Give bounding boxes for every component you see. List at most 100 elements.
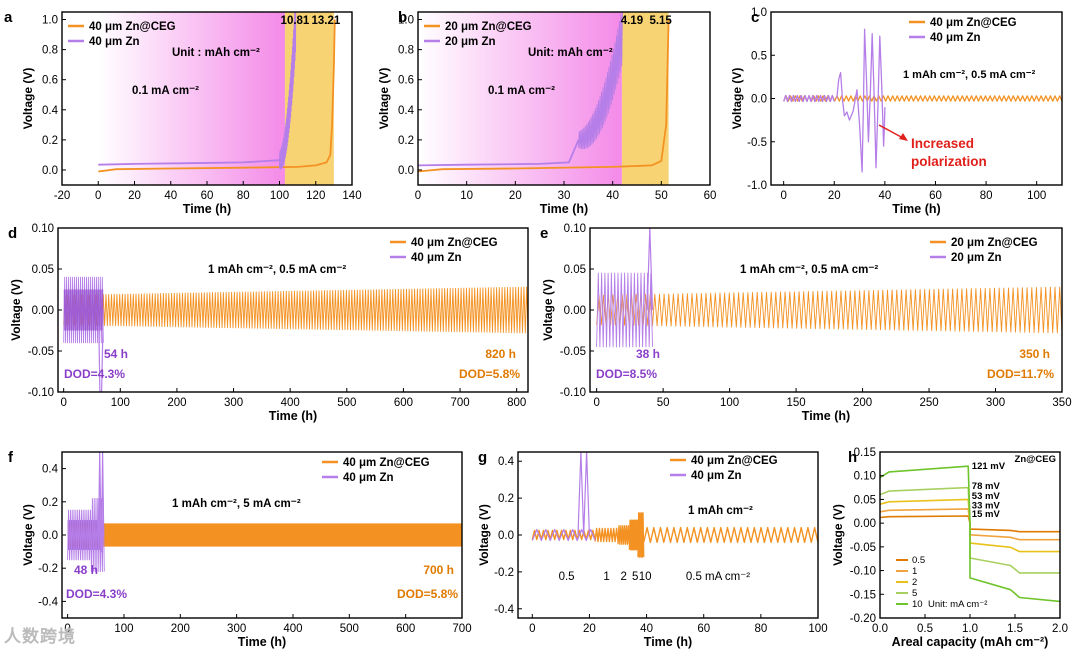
y-tick-label: 0.4 — [398, 105, 415, 117]
panel-label: h — [848, 449, 857, 466]
annotation: 1 mAh cm⁻², 0.5 mA cm⁻² — [903, 69, 1036, 81]
x-axis-label: Time (h) — [802, 409, 850, 423]
series-line — [643, 526, 818, 544]
y-tick-label: 0.05 — [854, 494, 876, 506]
panel-label: f — [8, 449, 14, 466]
x-axis-label: Time (h) — [269, 409, 317, 423]
series-line — [596, 286, 1062, 334]
panel-label: g — [478, 449, 487, 466]
y-tick-label: 0.2 — [498, 493, 514, 505]
x-tick-label: 80 — [980, 190, 993, 202]
x-tick-label: 250 — [919, 397, 938, 409]
annotation: 700 h — [423, 563, 454, 577]
y-tick-label: 0.8 — [398, 45, 414, 57]
annotation: 0.1 mA cm⁻² — [488, 85, 555, 97]
annotation: 1 — [603, 571, 609, 583]
series-line — [67, 498, 105, 572]
y-axis-label: Voltage (V) — [730, 68, 744, 130]
y-tick-label: 0.0 — [751, 94, 767, 106]
annotation: 15 mV — [972, 509, 1001, 520]
y-tick-label: 0.10 — [564, 223, 586, 235]
series-line — [596, 272, 653, 348]
y-tick-label: 0.2 — [42, 497, 58, 509]
plot-area — [98, 12, 336, 185]
annotation: Unit: mAh cm⁻² — [528, 47, 613, 59]
y-axis-label: Voltage (V) — [21, 504, 35, 566]
y-tick-label: -0.15 — [850, 589, 876, 601]
legend-label: 40 μm Zn — [691, 470, 742, 482]
legend-label: 40 μm Zn@CEG — [89, 21, 176, 33]
watermark: 人数跨境 — [4, 627, 76, 646]
x-tick-label: 20 — [128, 190, 141, 202]
annotation: 54 h — [104, 347, 128, 361]
series-line — [531, 528, 596, 542]
arrow-head — [899, 133, 908, 141]
annotation: 78 mV — [972, 481, 1001, 492]
y-tick-label: 0.5 — [751, 50, 767, 62]
annotation: 350 h — [1019, 347, 1050, 361]
legend-label: 40 μm Zn@CEG — [930, 17, 1017, 29]
legend-label: 40 μm Zn@CEG — [411, 237, 498, 249]
y-tick-label: 0.05 — [564, 264, 586, 276]
series-line — [628, 519, 639, 551]
y-tick-label: 0.15 — [854, 447, 876, 459]
x-axis-label: Time (h) — [183, 202, 231, 216]
y-tick-label: 1.0 — [751, 7, 767, 19]
y-tick-label: -1.0 — [747, 180, 767, 192]
plot-area — [418, 12, 670, 185]
series-line — [531, 529, 596, 541]
annotation: 121 mV — [972, 461, 1006, 472]
x-tick-label: 0 — [95, 190, 101, 202]
annotation: 4.19 — [621, 15, 643, 27]
series-line — [594, 527, 619, 543]
x-tick-label: 200 — [167, 397, 186, 409]
x-axis-label: Time (h) — [238, 635, 286, 649]
annotation: 0.1 mA cm⁻² — [132, 85, 199, 97]
x-tick-label: 0 — [415, 190, 421, 202]
x-tick-label: 500 — [337, 397, 356, 409]
annotation: DOD=5.8% — [459, 367, 520, 381]
x-tick-label: 200 — [171, 623, 190, 635]
y-tick-label: 0.10 — [854, 471, 876, 483]
annotation: 5 — [632, 571, 638, 583]
x-tick-label: 100 — [270, 190, 289, 202]
y-axis-label: Voltage (V) — [477, 504, 491, 566]
y-tick-label: 0.4 — [498, 456, 515, 468]
y-tick-label: -0.10 — [560, 387, 586, 399]
plot-area — [880, 465, 1060, 603]
series-line — [646, 228, 654, 311]
x-tick-label: -20 — [54, 190, 71, 202]
y-tick-label: 0.6 — [398, 75, 414, 87]
panel-e: e 20 μm Zn@CEG 20 μm Zn 1 mAh cm⁻², 0.5 mA … — [540, 223, 1072, 423]
y-tick-label: 0.6 — [42, 75, 58, 87]
legend-label: 40 μm Zn — [411, 252, 462, 264]
legend-label: 40 μm Zn — [89, 36, 140, 48]
annotation: 10.81 — [281, 15, 310, 27]
y-tick-label: -0.10 — [28, 387, 54, 399]
x-tick-label: 100 — [1027, 190, 1046, 202]
x-tick-label: 100 — [720, 397, 739, 409]
y-axis-label: Voltage (V) — [541, 279, 555, 341]
y-tick-label: 0.05 — [32, 264, 54, 276]
plot-area — [63, 276, 528, 392]
x-tick-label: 700 — [452, 623, 471, 635]
series-line — [98, 452, 105, 553]
panel-label: d — [8, 225, 17, 242]
x-tick-label: 0.0 — [872, 623, 888, 635]
series-line — [617, 525, 631, 545]
x-tick-label: 800 — [507, 397, 526, 409]
x-tick-label: 350 — [1052, 397, 1071, 409]
y-tick-label: 0.2 — [42, 135, 58, 147]
annotation: 53 mV — [972, 491, 1001, 502]
annotation: DOD=4.3% — [64, 367, 125, 381]
panel-label: b — [398, 9, 407, 26]
y-tick-label: 0.0 — [498, 530, 514, 542]
y-tick-label: 0.4 — [42, 105, 59, 117]
chart-title: Zn@CEG — [1015, 454, 1056, 465]
x-tick-label: 400 — [281, 397, 300, 409]
x-tick-label: 120 — [306, 190, 325, 202]
annotation: Unit : mAh cm⁻² — [172, 47, 260, 59]
legend-label: 40 μm Zn — [930, 32, 981, 44]
